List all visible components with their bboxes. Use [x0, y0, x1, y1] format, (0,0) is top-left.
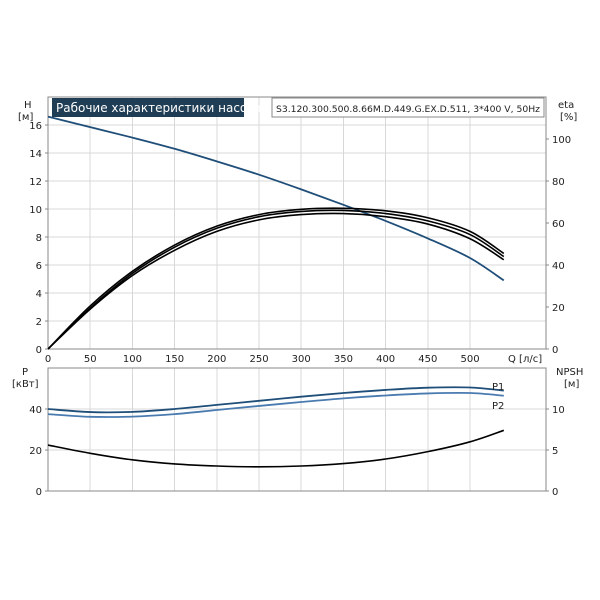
y-axis-unit-left: [м] [18, 112, 33, 123]
top-series-group [47, 115, 505, 350]
x-axis-label: Q [л/с] [508, 354, 542, 365]
x-tick-label: 50 [84, 354, 97, 365]
bot-p1-line [47, 386, 504, 414]
y-tick-label-right: 40 [552, 261, 565, 272]
y-tick-label-left: 8 [36, 233, 42, 244]
series-label-p2: P2 [492, 401, 504, 412]
x-tick-label: 250 [249, 354, 268, 365]
bot-p2-line [47, 391, 504, 418]
top-series-0-line [47, 115, 505, 282]
y-axis-label-left: H [24, 100, 32, 111]
y-tick-label-left: 6 [36, 261, 42, 272]
y-tick-label-right: 0 [552, 487, 558, 498]
y-tick-label-left: 0 [36, 345, 42, 356]
bottom-series-group [47, 386, 505, 468]
y-tick-label-left: 12 [29, 177, 42, 188]
y-tick-label-right: 10 [552, 405, 565, 416]
chart-subtitle: S3.120.300.500.8.66M.D.449.G.EX.D.511, 3… [276, 105, 540, 115]
x-tick-label: 450 [418, 354, 437, 365]
y-tick-label-left: 4 [36, 289, 42, 300]
y-tick-label-right: 20 [552, 303, 565, 314]
y-tick-label-right: 0 [552, 345, 558, 356]
top-series-1-line [47, 212, 505, 350]
y-tick-label-left: 2 [36, 317, 42, 328]
x-tick-label: 0 [45, 354, 51, 365]
npsh-axis-label: NPSH [556, 367, 583, 378]
y-tick-label-right: 60 [552, 219, 565, 230]
series-label-p1: P1 [492, 382, 504, 393]
top-grid [48, 97, 546, 349]
top-ticks: 0 50 100 150 200 250 300 350 400 450 5000246810121… [29, 121, 571, 365]
chart-title-box [52, 98, 244, 117]
bottom-ticks: 0 20 40 0 5 10 [29, 405, 564, 498]
npsh-axis-unit: [м] [564, 379, 579, 390]
x-tick-label: 300 [292, 354, 311, 365]
x-tick-label: 150 [165, 354, 184, 365]
x-tick-label: 500 [460, 354, 479, 365]
y-axis-label-right: eta [558, 100, 574, 111]
top-series-3-line [47, 209, 505, 350]
x-tick-label: 200 [207, 354, 226, 365]
p-axis-unit: [кВт] [12, 379, 39, 390]
y-tick-label-right: 100 [552, 135, 571, 146]
top-series-2-line [47, 207, 505, 350]
y-tick-label-right: 5 [552, 446, 558, 457]
bottom-plot-frame [47, 367, 547, 492]
y-tick-label-left: 10 [29, 205, 42, 216]
chart-title: Рабочие характеристики насоса [56, 101, 261, 115]
x-tick-label: 100 [123, 354, 142, 365]
y-tick-label-right: 80 [552, 177, 565, 188]
bottom-grid [48, 368, 546, 491]
y-axis-unit-right: [%] [560, 112, 577, 123]
y-tick-label-left: 40 [29, 405, 42, 416]
top-panel: 0 50 100 150 200 250 300 350 400 450 5000246810121… [18, 96, 577, 365]
chart-subtitle-box [271, 97, 545, 118]
bottom-panel: 0 20 40 0 5 10 P [кВт] NPSH [м] P1 P2 [12, 367, 583, 498]
y-tick-label-left: 14 [29, 149, 42, 160]
x-tick-label: 350 [334, 354, 353, 365]
p-axis-label: P [22, 367, 28, 378]
bot-series-2-line [47, 429, 505, 468]
y-tick-label-left: 16 [29, 121, 42, 132]
x-tick-label: 400 [376, 354, 395, 365]
y-tick-label-left: 0 [36, 487, 42, 498]
y-tick-label-left: 20 [29, 446, 42, 457]
